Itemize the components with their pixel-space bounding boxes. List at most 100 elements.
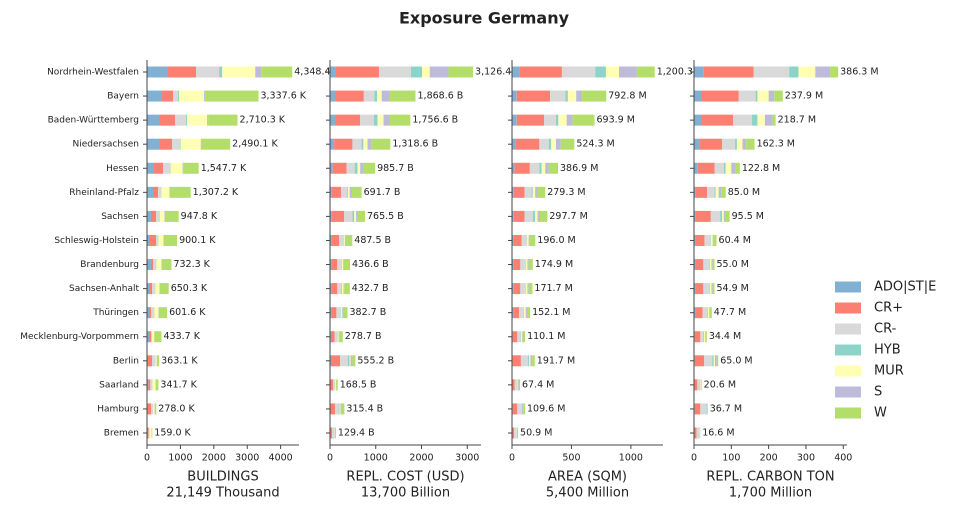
bar-segment (512, 355, 521, 367)
bar-segment (354, 210, 357, 222)
legend-swatch (835, 302, 861, 314)
total-label: 1,868.6 B (418, 91, 464, 102)
bar-segment (330, 259, 332, 271)
bar-segment (175, 114, 187, 126)
legend-swatch (835, 323, 861, 335)
bar-segment (545, 162, 549, 174)
bar-segment (367, 138, 372, 150)
bar-segment (346, 186, 348, 198)
bar-segment (512, 427, 515, 439)
bar-segment (147, 162, 155, 174)
bar-segment (522, 331, 526, 343)
total-label: 433.7 K (163, 331, 200, 342)
bar-segment (147, 138, 160, 150)
total-label: 601.6 K (169, 307, 206, 318)
total-label: 174.9 M (535, 259, 573, 270)
bar-segment (331, 186, 341, 198)
bar-segment (532, 210, 536, 222)
bar-segment (529, 162, 540, 174)
x-tick-label: 2000 (409, 453, 433, 464)
bar-segment (694, 162, 698, 174)
bar-segment (351, 186, 362, 198)
bar-segment (187, 114, 208, 126)
y-tick-label: Thüringen (92, 308, 139, 318)
bar-segment (421, 66, 430, 78)
bar-segment (512, 162, 515, 174)
bar-segment (725, 210, 730, 222)
bar-segment (524, 210, 533, 222)
bar-segment (694, 403, 701, 415)
total-label: 1,756.6 B (412, 115, 458, 126)
legend-swatch (835, 386, 861, 398)
bar-segment (707, 403, 708, 415)
total-label: 36.7 M (710, 403, 742, 414)
bar-segment (200, 138, 202, 150)
x-tick-label: 2000 (202, 453, 226, 464)
bar-segment (356, 210, 358, 222)
bar-segment (330, 234, 332, 246)
bar-segment (330, 283, 332, 295)
bar-segment (712, 234, 714, 246)
bar-segment (339, 234, 343, 246)
total-label: 196.0 M (537, 235, 575, 246)
bar-segment (330, 355, 341, 367)
bar-segment (514, 427, 517, 439)
total-label: 95.5 M (732, 211, 764, 222)
bar-segment (695, 186, 708, 198)
x-tick-label: 4000 (269, 453, 293, 464)
bar-segment (172, 138, 181, 150)
bar-segment (330, 114, 336, 126)
bar-segment (362, 162, 376, 174)
bar-segment (705, 403, 707, 415)
bar-segment (697, 162, 715, 174)
bar-segment (158, 186, 162, 198)
y-tick-label: Berlin (113, 356, 139, 366)
bar-segment (524, 186, 532, 198)
total-label: 2,710.3 K (240, 115, 286, 126)
bar-segment (798, 66, 816, 78)
bar-segment (694, 186, 696, 198)
total-label: 47.7 M (714, 307, 746, 318)
bar-segment (149, 427, 152, 439)
bar-segment (330, 427, 333, 439)
bar-segment (342, 307, 348, 319)
bar-segment (339, 403, 341, 415)
bar-segment (512, 283, 514, 295)
bar-segment (207, 114, 209, 126)
bar-segment (705, 331, 706, 343)
bar-segment (156, 355, 158, 367)
total-label: 54.9 M (716, 283, 748, 294)
bar-segment (576, 90, 583, 102)
total-label: 279.3 M (547, 187, 585, 198)
total-label: 110.1 M (527, 331, 565, 342)
bar-segment (156, 210, 160, 222)
bar-segment (694, 138, 700, 150)
bar-segment (158, 234, 164, 246)
bar-segment (572, 114, 595, 126)
total-label: 162.3 M (757, 139, 795, 150)
total-label: 732.3 K (173, 259, 210, 270)
bar-segment (815, 66, 831, 78)
bar-segment (518, 379, 521, 391)
bar-segment (537, 186, 546, 198)
total-label: 65.0 M (720, 355, 752, 366)
bar-segment (342, 283, 344, 295)
bar-segment (331, 234, 340, 246)
total-label: 1,547.7 K (201, 163, 247, 174)
total-label: 297.7 M (549, 211, 587, 222)
bar-segment (716, 355, 719, 367)
bar-segment (751, 114, 758, 126)
bar-segment (714, 162, 724, 174)
bar-segment (335, 427, 336, 439)
bar-segment (153, 186, 159, 198)
bar-segment (151, 210, 157, 222)
bar-segment (340, 307, 343, 319)
bar-segment (697, 379, 700, 391)
bar-segment (512, 259, 514, 271)
bar-segment (154, 403, 157, 415)
bar-segment (707, 186, 715, 198)
bar-segment (522, 403, 524, 415)
bar-segment (155, 379, 159, 391)
total-label: 487.5 B (354, 235, 391, 246)
bar-segment (735, 162, 740, 174)
